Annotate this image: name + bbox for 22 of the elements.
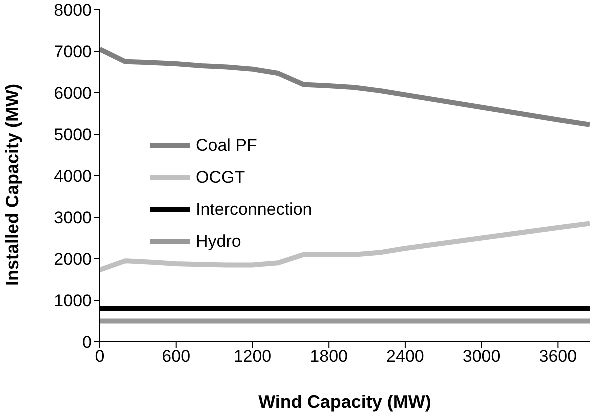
x-tick-label: 0 <box>95 347 105 366</box>
y-tick-label: 2000 <box>54 250 92 270</box>
y-tick-label: 1000 <box>54 292 92 311</box>
y-axis-title: Installed Capacity (MW) <box>2 84 22 286</box>
legend-label: Interconnection <box>196 200 312 220</box>
legend-label: Hydro <box>196 232 242 252</box>
y-tick-label: 3000 <box>54 208 92 228</box>
legend-label: Coal PF <box>196 136 258 156</box>
x-tick-label: 2400 <box>386 347 424 366</box>
y-tick-label: 7000 <box>54 42 92 62</box>
y-tick-label: 0 <box>82 333 92 352</box>
x-axis-title: Wind Capacity (MW) <box>258 392 432 412</box>
x-tick-label: 1800 <box>310 347 348 366</box>
x-tick-label: 600 <box>162 347 191 366</box>
y-tick-label: 5000 <box>54 126 92 145</box>
legend-label: OCGT <box>196 168 246 188</box>
y-tick-label: 6000 <box>54 84 92 104</box>
x-tick-label: 3000 <box>462 347 501 366</box>
x-tick-label: 1200 <box>234 347 272 366</box>
y-tick-label: 4000 <box>54 167 92 186</box>
y-tick-label: 8000 <box>54 1 92 20</box>
x-tick-label: 3600 <box>539 347 578 366</box>
